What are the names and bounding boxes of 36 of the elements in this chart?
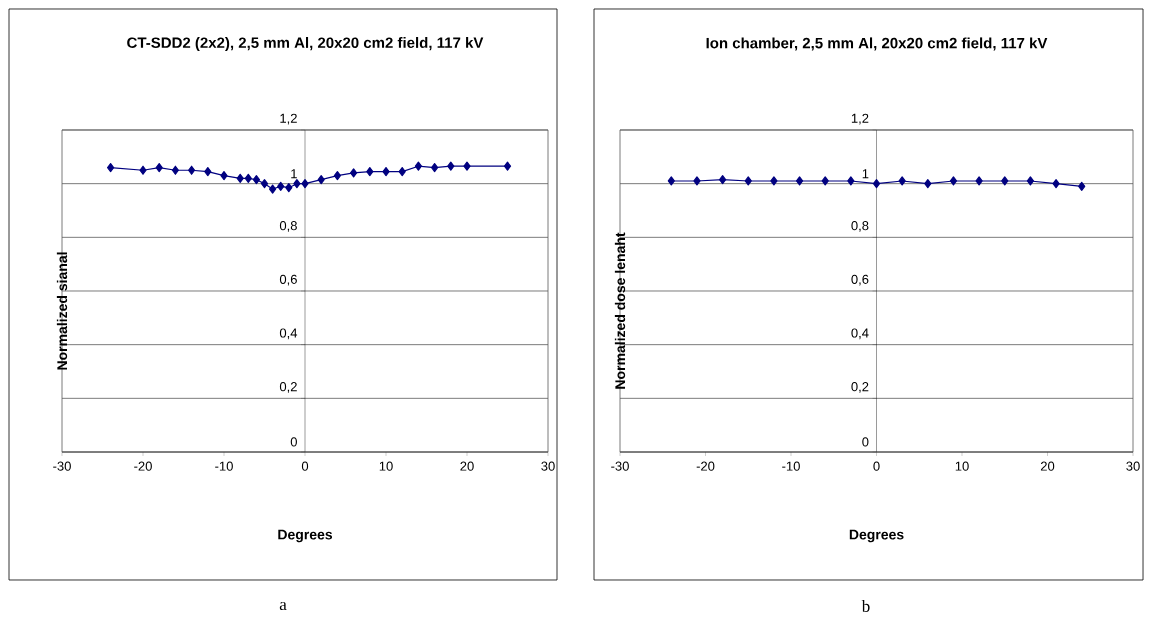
x-tick-label: -10 bbox=[782, 461, 800, 471]
x-tick-label: 20 bbox=[460, 461, 474, 471]
x-tick-label: 10 bbox=[379, 461, 393, 471]
x-tick-label: -30 bbox=[53, 461, 71, 471]
y-tick-label: 0 bbox=[862, 437, 869, 447]
text: b bbox=[861, 600, 870, 612]
y-tick-label: 0,4 bbox=[851, 328, 869, 340]
y-tick-label: 1,2 bbox=[280, 113, 297, 125]
y-tick-label: 0,6 bbox=[279, 274, 297, 286]
x-tick-label: -30 bbox=[611, 461, 629, 471]
y-tick-label: 0,2 bbox=[279, 382, 297, 393]
x-tick-label: 0 bbox=[301, 461, 309, 471]
y-tick-label: 0,4 bbox=[279, 328, 298, 340]
y-tick-label: 0,2 bbox=[851, 382, 869, 393]
y-tick-label: 0,6 bbox=[851, 274, 869, 286]
x-tick-label: 10 bbox=[955, 461, 969, 471]
y-axis-title: Normalized sianal bbox=[56, 252, 68, 370]
x-tick-label: 30 bbox=[541, 461, 555, 471]
y-tick-label: 1 bbox=[862, 169, 869, 179]
x-tick-label: -20 bbox=[134, 461, 152, 471]
x-tick-label: -20 bbox=[696, 461, 715, 471]
chart-title: CT-SDD2 (2x2), 2,5 mm Al, 20x20 cm2 field, 117 kV bbox=[127, 37, 484, 51]
x-axis-title: Degrees bbox=[278, 529, 333, 543]
text: a bbox=[279, 601, 287, 611]
chart-title: Ion chamber, 2,5 mm Al, 20x20 cm2 field, 117 kV bbox=[706, 37, 1048, 51]
x-tick-label: -10 bbox=[215, 461, 233, 471]
x-tick-label: 0 bbox=[873, 461, 880, 471]
y-tick-label: 0 bbox=[290, 437, 297, 447]
y-axis-title: Normalized dose lenaht bbox=[614, 232, 626, 389]
y-tick-label: 0,8 bbox=[279, 221, 297, 232]
x-tick-label: 30 bbox=[1126, 461, 1140, 471]
x-tick-label: 20 bbox=[1040, 461, 1055, 471]
y-tick-label: 0,8 bbox=[851, 221, 869, 232]
x-axis-title: Degrees bbox=[849, 529, 904, 543]
y-tick-label: 1 bbox=[291, 169, 297, 179]
y-tick-label: 1,2 bbox=[851, 113, 869, 125]
